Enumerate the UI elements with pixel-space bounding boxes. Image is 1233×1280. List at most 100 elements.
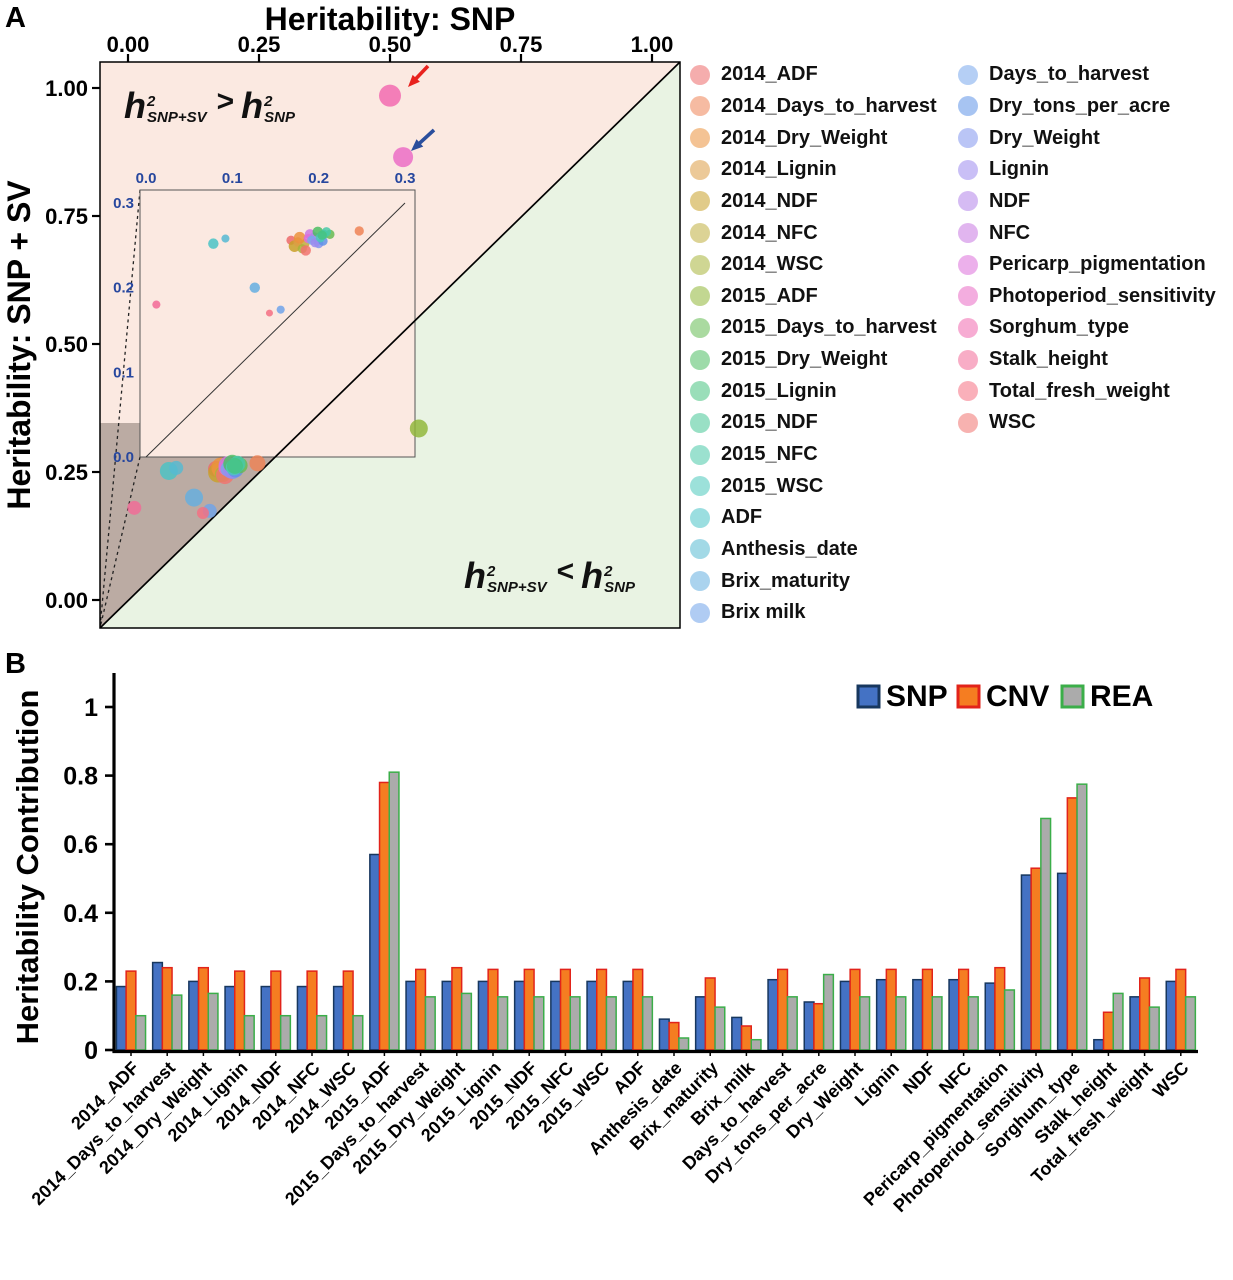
legend-dot-icon: [690, 64, 710, 85]
bar-cnv: [958, 968, 970, 1051]
bar-snp: [477, 980, 489, 1051]
bar-snp: [1020, 874, 1032, 1051]
bar-cnv: [559, 968, 571, 1051]
bar-snp: [622, 980, 634, 1051]
bar-snp: [550, 980, 562, 1051]
legend-item: 2015_NDF: [690, 407, 937, 439]
math-supsub: 2 SNP: [604, 563, 635, 596]
bar-cnv: [234, 970, 246, 1051]
scatter-point: [196, 506, 209, 519]
bar-rea: [135, 1014, 147, 1051]
bar-cnv: [415, 968, 427, 1051]
bar-rea: [352, 1014, 364, 1051]
scatter-point-inset: [300, 245, 311, 256]
legend-item: 2014_Dry_Weight: [690, 122, 937, 154]
scatter-point-inset: [293, 231, 306, 244]
scatter-point: [127, 500, 142, 515]
legend-item-label: 2015_NDF: [721, 411, 818, 434]
bar-rea: [1040, 817, 1052, 1051]
legend-item-label: Dry_Weight: [989, 126, 1100, 149]
bar-cnv: [885, 968, 897, 1051]
category-label: 2014_Days_to_harvest: [28, 1058, 179, 1209]
legend-dot-icon: [958, 349, 978, 370]
bar-rea: [207, 992, 219, 1051]
inset-y-tick-label: 0.3: [113, 195, 134, 212]
math-supsub: 2 SNP+SV: [487, 563, 547, 596]
y-axis-title: Heritability Contribution: [10, 690, 45, 1045]
legend-item: Pericarp_pigmentation: [958, 249, 1216, 281]
bar-snp: [948, 978, 960, 1051]
category-label: WSC: [1149, 1058, 1193, 1102]
math-h: h: [581, 555, 604, 596]
scatter-point: [379, 84, 401, 107]
math-operator: >: [216, 85, 235, 118]
legend-item-label: 2014_Days_to_harvest: [721, 94, 937, 117]
inset-y-tick-label: 0.0: [113, 449, 134, 466]
panel-a-scatter-plot: 0.0 0.1 0.2 0.3 0.3 0.2 0.1 0.0 0.00 0.25 0.50 0.75…: [1, 1, 681, 629]
legend-dot-icon: [958, 128, 978, 149]
annotation-lower-inequality: h 2 SNP+SV < h 2 SNP: [464, 555, 638, 596]
inset-x-tick-label: 0.3: [395, 170, 416, 187]
bar-cnv: [668, 1021, 680, 1051]
math-h: h: [464, 555, 486, 596]
legend-item: Brix milk: [690, 597, 937, 629]
annotation-arrow-shaft: [416, 128, 436, 147]
bar-snp: [1056, 872, 1069, 1051]
math-h: h: [124, 85, 146, 126]
bar-cnv: [813, 1002, 825, 1051]
legend-dot-icon: [690, 223, 710, 244]
legend-item: Dry_Weight: [958, 122, 1216, 154]
legend-item: Dry_tons_per_acre: [958, 91, 1216, 123]
bar-rea: [967, 996, 979, 1051]
legend-item-label: 2014_NFC: [721, 221, 818, 244]
bar-snp: [803, 1001, 815, 1051]
legend-dot-icon: [958, 254, 978, 275]
legend-dot-icon: [690, 317, 710, 338]
bar-snp: [296, 985, 308, 1051]
legend-item-label: Total_fresh_weight: [989, 379, 1170, 402]
legend-dot-icon: [690, 507, 710, 528]
legend-dot-icon: [690, 571, 710, 592]
bar-rea: [678, 1037, 690, 1051]
inset-y-tick-label: 0.2: [113, 280, 134, 297]
bar-rea: [1112, 992, 1124, 1051]
math-supsub: 2 SNP: [264, 93, 295, 126]
legend-series-label: REA: [1090, 680, 1153, 713]
bar-rea: [605, 996, 617, 1051]
bar-snp: [839, 980, 851, 1051]
y-tick-label: 0.75: [45, 204, 88, 229]
inset-x-tick-label: 0.2: [308, 170, 329, 187]
math-h: h: [241, 85, 264, 126]
scatter-point-inset: [354, 226, 364, 236]
legend-item: Stalk_height: [958, 344, 1216, 376]
x-tick-label: 0.50: [369, 32, 412, 57]
bar-rea: [895, 996, 907, 1051]
bar-rea: [279, 1014, 292, 1051]
legend-item: Brix_maturity: [690, 565, 937, 597]
legend-item-label: 2015_Dry_Weight: [721, 348, 888, 371]
legend-dot-icon: [690, 539, 710, 560]
scatter-point-inset: [265, 309, 273, 317]
y-tick-label: 1.00: [45, 76, 88, 101]
legend-item: 2015_Days_to_harvest: [690, 312, 937, 344]
bar-snp: [1129, 996, 1141, 1051]
legend-dot-icon: [690, 159, 710, 180]
bar-cnv: [487, 968, 499, 1051]
bar-cnv: [197, 966, 210, 1051]
legend-item-label: Anthesis_date: [721, 537, 858, 560]
legend-item: Total_fresh_weight: [958, 375, 1216, 407]
legend-item-label: 2014_NDF: [721, 189, 818, 212]
zoom-connector-line: [99, 189, 141, 629]
scatter-point: [249, 455, 266, 472]
legend-item-label: ADF: [721, 506, 763, 529]
legend-item: WSC: [958, 407, 1216, 439]
legend-dot-icon: [690, 444, 710, 465]
annotation-arrow-shaft: [412, 64, 430, 82]
bar-snp: [260, 985, 272, 1051]
legend-dot-icon: [958, 223, 978, 244]
legend-item-label: 2015_NFC: [721, 443, 818, 465]
bar-snp: [731, 1016, 743, 1051]
bar-cnv: [704, 977, 716, 1051]
legend-item-label: NFC: [989, 221, 1031, 244]
bar-rea: [931, 996, 943, 1051]
